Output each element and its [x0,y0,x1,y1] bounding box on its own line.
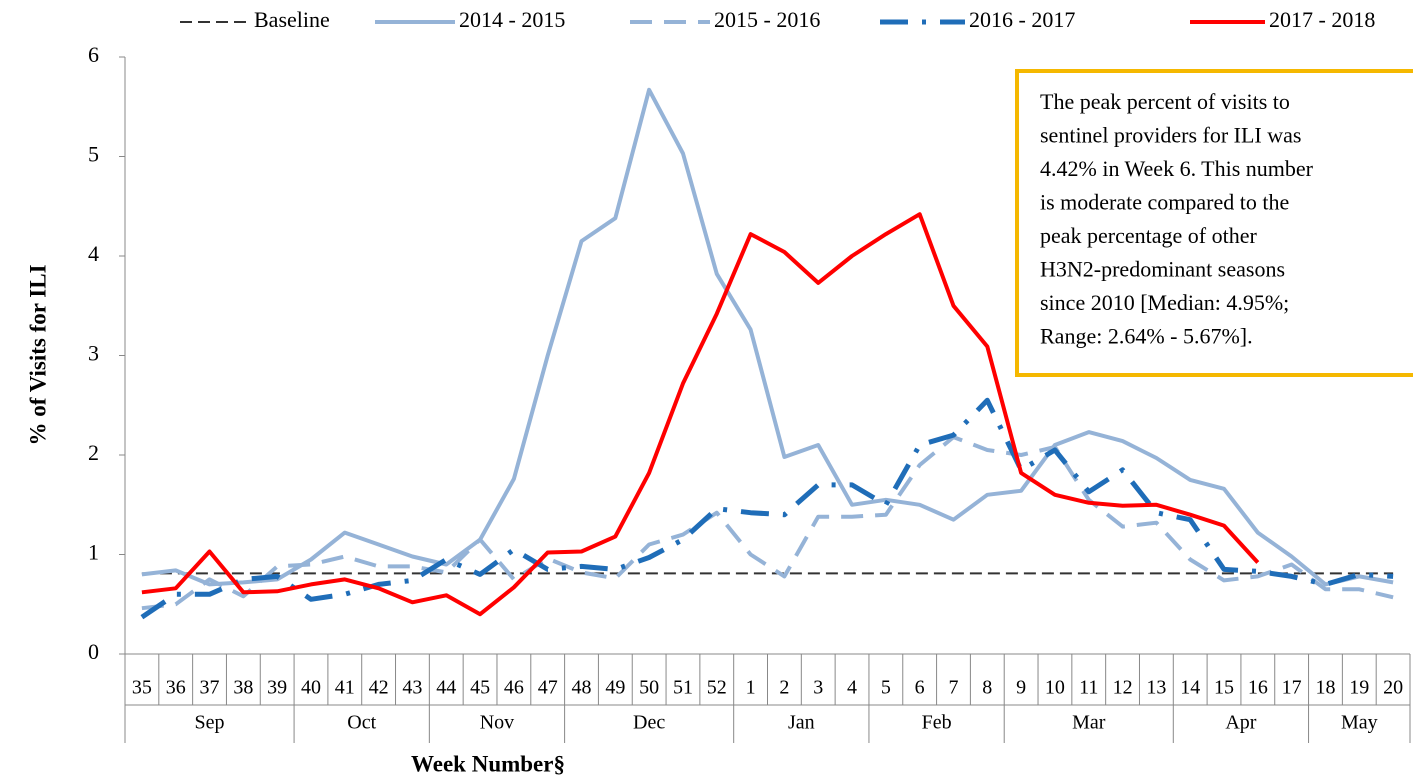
x-tick-label: 40 [301,677,321,699]
x-tick-label: 12 [1113,677,1133,699]
x-tick-label: 48 [572,677,592,699]
x-tick-label: 1 [746,677,756,699]
x-tick-label: 4 [847,677,857,699]
x-tick-label: 3 [813,677,823,699]
annotation-line: The peak percent of visits to [1040,89,1290,114]
x-tick-label: 39 [267,677,287,699]
x-tick-label: 50 [639,677,659,699]
x-tick-label: 14 [1180,677,1200,699]
annotation-line: is moderate compared to the [1040,190,1289,215]
x-axis-title: Week Number§ [411,751,565,776]
x-tick-label: 10 [1045,677,1065,699]
month-label: Sep [195,712,225,734]
x-tick-label: 17 [1282,677,1302,699]
x-tick-label: 44 [436,677,456,699]
series-line [141,87,1394,587]
month-label: May [1341,712,1378,734]
x-tick-label: 49 [605,677,625,699]
month-label: Nov [480,712,514,734]
y-tick-label: 3 [88,341,99,366]
annotation-line: peak percentage of other [1040,223,1257,248]
x-tick-label: 35 [132,677,152,699]
annotation-line: H3N2-predominant seasons [1040,257,1285,282]
month-label: Feb [922,712,952,734]
y-tick-label: 0 [88,639,99,664]
month-label: Mar [1072,712,1106,734]
series-line [140,397,1394,620]
x-tick-label: 45 [470,677,490,699]
x-tick-label: 46 [504,677,524,699]
x-tick-label: 38 [233,677,253,699]
y-tick-label: 5 [88,142,99,167]
y-tick-label: 1 [88,540,99,565]
x-tick-label: 43 [402,677,422,699]
y-tick-label: 2 [88,440,99,465]
x-tick-label: 7 [948,677,958,699]
month-label: Jan [788,712,815,734]
x-tick-label: 6 [915,677,925,699]
x-tick-label: 42 [369,677,389,699]
x-tick-label: 5 [881,677,891,699]
x-tick-label: 20 [1383,677,1403,699]
x-tick-label: 19 [1349,677,1369,699]
annotation-line: Range: 2.64% - 5.67%]. [1040,324,1253,349]
annotation-box [1015,69,1413,377]
x-tick-label: 36 [166,677,186,699]
month-label: Oct [347,712,376,734]
annotation-line: 4.42% in Week 6. This number [1040,156,1314,181]
x-tick-label: 11 [1079,677,1098,699]
y-tick-label: 6 [88,42,99,67]
legend-label: 2016 - 2017 [969,7,1075,32]
x-tick-label: 13 [1146,677,1166,699]
x-tick-label: 18 [1315,677,1335,699]
legend-label: 2017 - 2018 [1269,7,1375,32]
month-label: Dec [633,712,665,734]
month-label: Apr [1225,712,1256,734]
x-tick-label: 52 [707,677,727,699]
legend-label: 2015 - 2016 [714,7,820,32]
x-tick-label: 37 [200,677,220,699]
legend-label: 2014 - 2015 [459,7,565,32]
annotation-line: sentinel providers for ILI was [1040,123,1301,148]
series-line [141,212,1260,617]
x-tick-label: 15 [1214,677,1234,699]
y-tick-label: 4 [88,241,99,266]
y-axis-title: % of Visits for ILI [25,264,50,445]
x-tick-label: 8 [982,677,992,699]
x-tick-label: 16 [1248,677,1268,699]
x-tick-label: 51 [673,677,693,699]
x-tick-label: 47 [538,677,558,699]
x-tick-label: 2 [779,677,789,699]
x-tick-label: 9 [1016,677,1026,699]
annotation-line: since 2010 [Median: 4.95%; [1040,290,1289,315]
x-tick-label: 41 [335,677,355,699]
legend-label: Baseline [254,7,330,32]
